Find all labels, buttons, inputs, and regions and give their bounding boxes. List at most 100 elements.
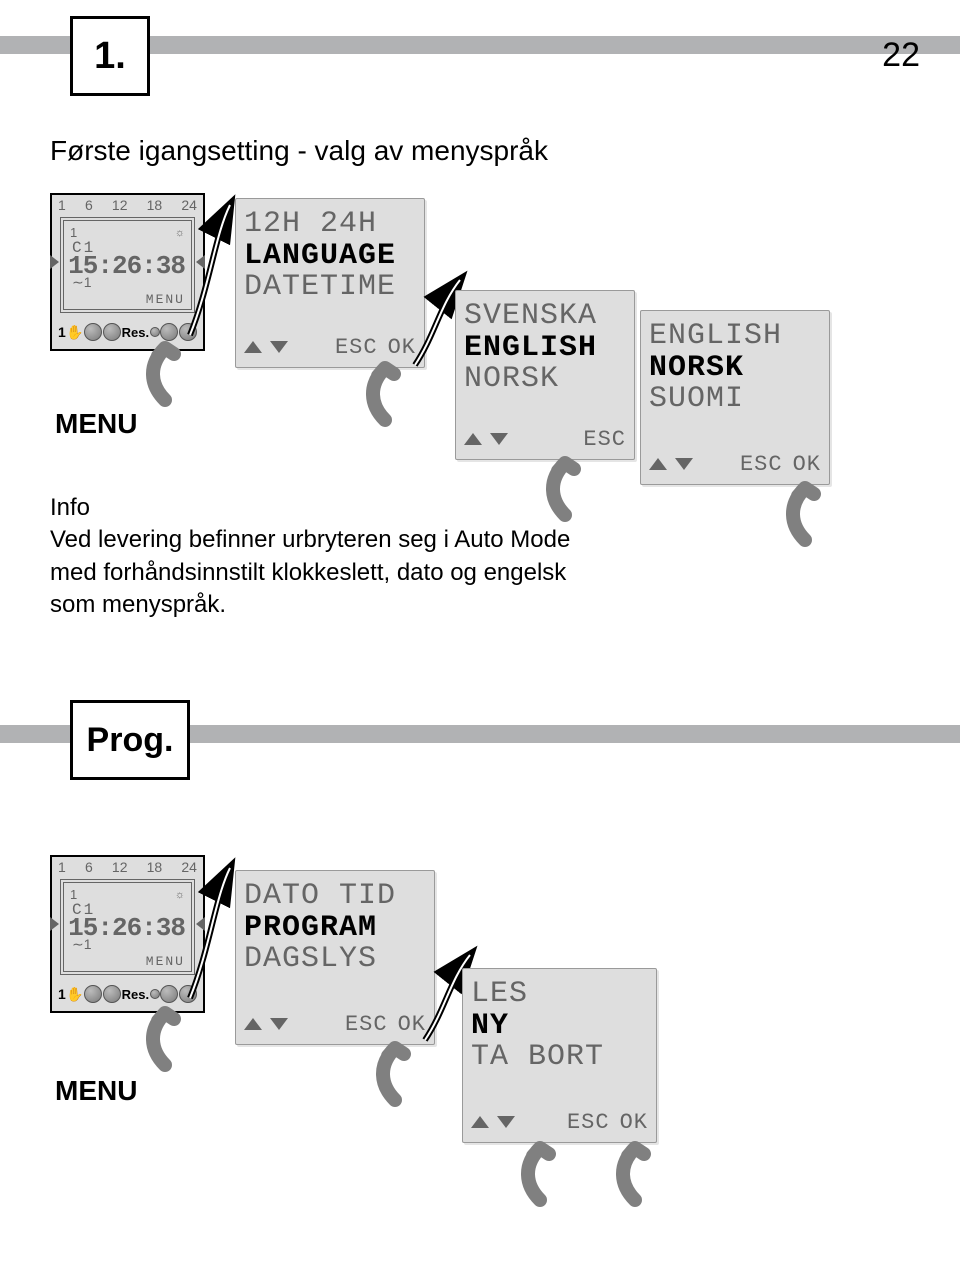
device-buttons-row: 1 ✋ Res. <box>58 319 197 345</box>
info-line1: Ved levering befinner urbryteren seg i A… <box>50 524 610 556</box>
menu-line-datetime: DATETIME <box>236 272 424 304</box>
down-icon[interactable] <box>270 341 288 353</box>
button-2[interactable] <box>103 985 121 1003</box>
info-title: Info <box>50 492 610 524</box>
button-2[interactable] <box>103 323 121 341</box>
info-line3: som menyspråk. <box>50 589 610 621</box>
up-icon[interactable] <box>244 341 262 353</box>
lang-english: ENGLISH <box>456 333 634 365</box>
lcd-menu: MENU <box>146 292 185 307</box>
scale-24: 24 <box>181 859 197 875</box>
scale-12: 12 <box>112 859 128 875</box>
lcd-wave: ∼1 <box>72 274 92 291</box>
header-bar-left <box>0 36 70 54</box>
ok-label[interactable]: OK <box>620 1110 648 1135</box>
button-1[interactable] <box>84 985 102 1003</box>
scale-18: 18 <box>147 859 163 875</box>
button-4[interactable] <box>179 985 197 1003</box>
header-bar-right <box>150 36 960 54</box>
esc-label[interactable]: ESC <box>345 1012 388 1037</box>
page-number: 22 <box>882 36 920 75</box>
prog-dato: DATO TID <box>236 881 434 913</box>
res-label: Res. <box>122 325 149 340</box>
lang-suomi: SUOMI <box>641 384 829 416</box>
push-arrow-2 <box>350 360 420 430</box>
scale-24: 24 <box>181 197 197 213</box>
device-main: 1 6 12 18 24 1 ☼ C1 15:26:38 ∼1 MENU 1 ✋… <box>50 193 205 351</box>
lang-norsk: NORSK <box>456 364 634 396</box>
bottom-num: 1 <box>58 324 66 340</box>
menu-line-language: LANGUAGE <box>236 241 424 273</box>
push-arrow-p3b <box>600 1140 670 1210</box>
up-icon[interactable] <box>649 458 667 470</box>
ok-label[interactable]: OK <box>398 1012 426 1037</box>
prog-les: LES <box>463 979 656 1011</box>
esc-label[interactable]: ESC <box>567 1110 610 1135</box>
right-caret-icon <box>196 255 205 269</box>
ok-label[interactable]: OK <box>388 335 416 360</box>
info-line2: med forhåndsinnstilt klokkeslett, dato o… <box>50 557 610 589</box>
esc-label[interactable]: ESC <box>740 452 783 477</box>
lang-norsk-2: NORSK <box>641 353 829 385</box>
scale-6: 6 <box>85 197 93 213</box>
device-lcd: 1 ☼ C1 15:26:38 ∼1 MENU <box>60 217 195 313</box>
hand-icon: ✋ <box>66 986 83 1003</box>
lcd-wave: ∼1 <box>72 936 92 953</box>
prog-tabort: TA BORT <box>463 1042 656 1074</box>
button-4[interactable] <box>179 323 197 341</box>
reset-button[interactable] <box>150 989 160 999</box>
down-icon[interactable] <box>490 433 508 445</box>
section-heading: Første igangsetting - valg av menyspråk <box>50 135 548 167</box>
scale-12: 12 <box>112 197 128 213</box>
down-icon[interactable] <box>675 458 693 470</box>
prog-bar-right <box>190 725 960 743</box>
up-icon[interactable] <box>244 1018 262 1030</box>
push-arrow-4 <box>770 480 840 550</box>
sun-icon: ☼ <box>175 889 185 901</box>
device-prog: 1 6 12 18 24 1 ☼ C1 15:26:38 ∼1 MENU 1 ✋… <box>50 855 205 1013</box>
down-icon[interactable] <box>497 1116 515 1128</box>
prog-dagslys: DAGSLYS <box>236 944 434 976</box>
device-scale: 1 6 12 18 24 <box>58 859 197 875</box>
screen-language-2: ENGLISH NORSK SUOMI ESC OK <box>640 310 830 485</box>
lcd-topnum: 1 <box>70 887 77 902</box>
scale-1: 1 <box>58 197 66 213</box>
prog-ny: NY <box>463 1011 656 1043</box>
up-icon[interactable] <box>464 433 482 445</box>
reset-button[interactable] <box>150 327 160 337</box>
step-number-label: 1. <box>94 35 126 78</box>
device-buttons-row: 1 ✋ Res. <box>58 981 197 1007</box>
push-arrow-p2 <box>360 1040 430 1110</box>
info-block: Info Ved levering befinner urbryteren se… <box>50 492 610 622</box>
button-3[interactable] <box>160 985 178 1003</box>
lang-svenska: SVENSKA <box>456 301 634 333</box>
button-1[interactable] <box>84 323 102 341</box>
prog-box-label: Prog. <box>87 721 174 760</box>
menu-caption-2: MENU <box>55 1075 137 1107</box>
step-number-box: 1. <box>70 16 150 96</box>
bottom-num: 1 <box>58 986 66 1002</box>
prog-bar-left <box>0 725 70 743</box>
screen-main-menu: 12H 24H LANGUAGE DATETIME ESC OK <box>235 198 425 368</box>
scale-6: 6 <box>85 859 93 875</box>
menu-line-12h: 12H 24H <box>236 209 424 241</box>
down-icon[interactable] <box>270 1018 288 1030</box>
lcd-menu: MENU <box>146 954 185 969</box>
device-scale: 1 6 12 18 24 <box>58 197 197 213</box>
up-icon[interactable] <box>471 1116 489 1128</box>
left-caret-icon <box>50 255 59 269</box>
push-arrow-p3a <box>505 1140 575 1210</box>
device-lcd: 1 ☼ C1 15:26:38 ∼1 MENU <box>60 879 195 975</box>
esc-label[interactable]: ESC <box>335 335 378 360</box>
scale-1: 1 <box>58 859 66 875</box>
lang-english-2: ENGLISH <box>641 321 829 353</box>
screen-prog-menu: DATO TID PROGRAM DAGSLYS ESC OK <box>235 870 435 1045</box>
esc-label[interactable]: ESC <box>583 427 626 452</box>
screen-language-1: SVENSKA ENGLISH NORSK ESC <box>455 290 635 460</box>
ok-label[interactable]: OK <box>793 452 821 477</box>
lcd-topnum: 1 <box>70 225 77 240</box>
button-3[interactable] <box>160 323 178 341</box>
menu-caption-1: MENU <box>55 408 137 440</box>
push-arrow-p1 <box>130 1005 200 1075</box>
left-caret-icon <box>50 917 59 931</box>
